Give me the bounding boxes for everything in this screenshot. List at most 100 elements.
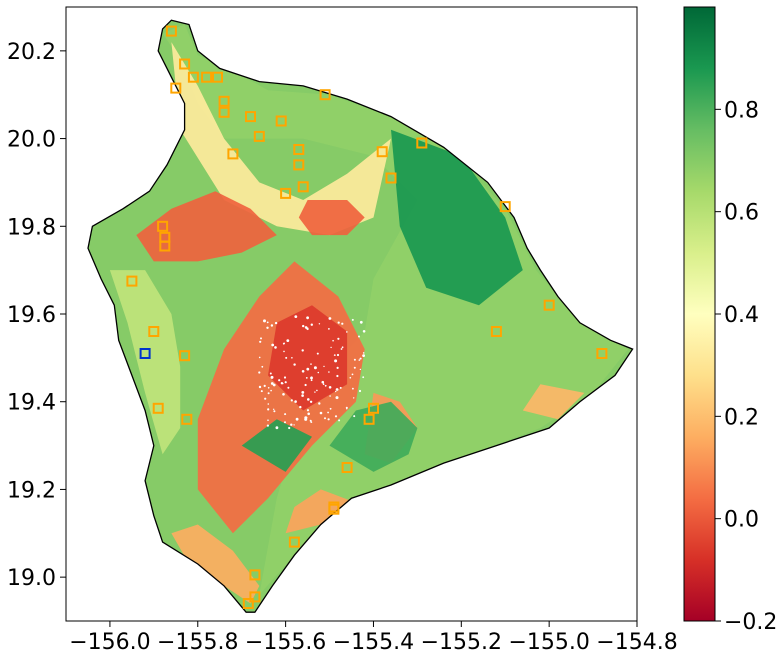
speckle	[345, 406, 348, 409]
x-tick-label: −155.8	[157, 630, 238, 655]
speckle	[362, 352, 365, 354]
site-marker	[293, 159, 305, 171]
speckle	[272, 383, 276, 387]
site-marker	[490, 326, 502, 337]
speckle	[309, 419, 312, 422]
island-outline	[87, 19, 634, 613]
y-tick-label: 19.0	[7, 566, 56, 591]
site-marker	[187, 71, 199, 83]
speckle	[333, 354, 336, 356]
speckle	[310, 376, 313, 379]
speckle	[260, 337, 262, 340]
speckle	[306, 367, 310, 371]
speckle	[335, 390, 337, 393]
speckle	[309, 400, 313, 403]
site-marker	[218, 106, 230, 118]
speckle	[258, 385, 262, 389]
speckle	[288, 426, 291, 430]
speckle	[264, 397, 267, 400]
site-marker	[596, 348, 608, 359]
speckle	[267, 419, 269, 422]
surface-patch-0	[162, 24, 629, 595]
site-marker	[157, 220, 169, 232]
speckle	[313, 366, 317, 370]
site-marker	[249, 569, 261, 581]
site-marker	[218, 95, 230, 107]
surface-patch-3	[136, 191, 277, 262]
speckle	[282, 393, 285, 396]
speckle	[263, 384, 266, 387]
speckle	[299, 405, 302, 409]
y-tick-label: 19.2	[7, 478, 56, 503]
speckle	[267, 387, 270, 389]
site-marker	[416, 137, 428, 149]
speckle	[328, 328, 330, 330]
y-axis: 19.0 19.2 19.4 19.6 19.8 20.0 20.2	[7, 40, 66, 591]
site-marker	[245, 111, 256, 123]
speckle	[305, 377, 308, 379]
speckle	[358, 389, 362, 393]
site-marker	[170, 82, 182, 94]
x-tick-label: −155.4	[333, 630, 414, 655]
colorbar-tick-label: 0.8	[724, 98, 759, 123]
x-tick-label: −156.0	[69, 630, 150, 655]
speckle	[359, 357, 362, 360]
speckle	[358, 335, 360, 338]
speckle	[307, 398, 310, 401]
speckle	[270, 382, 274, 385]
speckle	[310, 379, 313, 382]
speckle	[337, 337, 340, 340]
speckle	[258, 371, 261, 374]
speckle	[284, 421, 286, 424]
colorbar-ticks: −0.2 0.0 0.2 0.4 0.6 0.8	[715, 98, 777, 635]
speckle	[306, 316, 309, 320]
site-marker	[165, 25, 177, 37]
speckle	[346, 331, 348, 333]
speckle	[336, 353, 340, 357]
speckle	[362, 354, 365, 357]
surface-patch-6	[268, 305, 348, 411]
speckle	[293, 363, 296, 366]
colorbar-gradient	[684, 7, 715, 621]
speckle	[328, 317, 332, 320]
speckle	[335, 388, 339, 391]
speckle	[334, 415, 338, 418]
speckle	[304, 326, 308, 329]
speckle	[353, 366, 356, 369]
speckle	[259, 340, 262, 343]
site-markers	[126, 25, 608, 609]
speckle	[290, 399, 293, 402]
speckle	[319, 411, 323, 415]
speckle	[310, 323, 313, 326]
speckle	[336, 366, 339, 369]
speckle	[275, 426, 279, 430]
x-tick-label: −155.2	[421, 630, 502, 655]
speckle	[359, 368, 362, 371]
site-marker	[179, 350, 191, 362]
speckle	[329, 395, 331, 397]
speckle	[332, 339, 334, 342]
speckle	[359, 320, 363, 324]
site-marker	[543, 299, 555, 311]
colorbar-tick-label: −0.2	[724, 610, 777, 635]
surface-layer	[88, 20, 633, 613]
speckle	[341, 322, 344, 325]
surface-patch-11	[171, 524, 260, 604]
site-marker	[288, 536, 300, 548]
site-marker	[319, 89, 331, 101]
speckle	[336, 374, 339, 378]
speckle	[278, 379, 281, 382]
speckle	[335, 396, 339, 400]
speckle	[307, 328, 309, 331]
site-marker	[341, 462, 353, 473]
speckle	[328, 371, 330, 373]
speckle	[293, 424, 295, 426]
speckle	[282, 342, 285, 345]
y-tick-label: 19.6	[7, 303, 56, 328]
speckle	[318, 402, 321, 405]
speckle	[358, 359, 361, 361]
speckle	[274, 321, 278, 325]
speckle	[294, 400, 297, 403]
speckle	[317, 371, 320, 374]
